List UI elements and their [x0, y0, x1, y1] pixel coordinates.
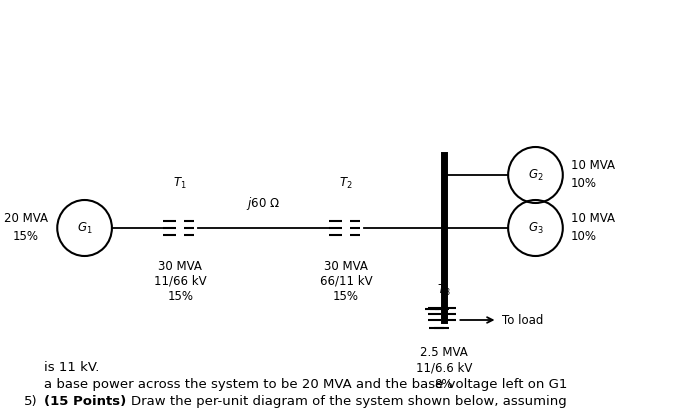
- Text: $T_2$: $T_2$: [340, 176, 353, 191]
- Text: 10%: 10%: [570, 229, 596, 243]
- Text: Draw the per-unit diagram of the system shown below, assuming: Draw the per-unit diagram of the system …: [132, 395, 567, 408]
- Text: $j60\ \Omega$: $j60\ \Omega$: [246, 194, 280, 211]
- Text: (15 Points): (15 Points): [43, 395, 126, 408]
- Text: is 11 kV.: is 11 kV.: [43, 361, 99, 374]
- Text: $T_1$: $T_1$: [174, 176, 187, 191]
- Text: 10 MVA: 10 MVA: [570, 211, 615, 225]
- Text: $G_2$: $G_2$: [528, 167, 543, 183]
- Text: $T_3$: $T_3$: [437, 283, 451, 297]
- Text: 30 MVA: 30 MVA: [158, 260, 202, 272]
- Text: 10 MVA: 10 MVA: [570, 159, 615, 171]
- Text: 8%: 8%: [435, 377, 453, 391]
- Text: 20 MVA: 20 MVA: [4, 211, 48, 225]
- Text: 11/6.6 kV: 11/6.6 kV: [416, 361, 472, 375]
- Text: 11/66 kV: 11/66 kV: [154, 274, 206, 288]
- Text: 5): 5): [24, 395, 38, 408]
- Text: 15%: 15%: [13, 229, 39, 243]
- Text: To load: To load: [503, 314, 544, 326]
- Text: 30 MVA: 30 MVA: [324, 260, 368, 272]
- Text: 66/11 kV: 66/11 kV: [320, 274, 372, 288]
- Text: $G_1$: $G_1$: [77, 220, 92, 236]
- Text: a base power across the system to be 20 MVA and the base voltage left on G1: a base power across the system to be 20 …: [43, 378, 567, 391]
- Text: 2.5 MVA: 2.5 MVA: [420, 346, 468, 358]
- Text: 10%: 10%: [570, 176, 596, 190]
- Text: 15%: 15%: [167, 290, 193, 302]
- Text: $G_3$: $G_3$: [528, 220, 543, 236]
- Text: 15%: 15%: [333, 290, 359, 302]
